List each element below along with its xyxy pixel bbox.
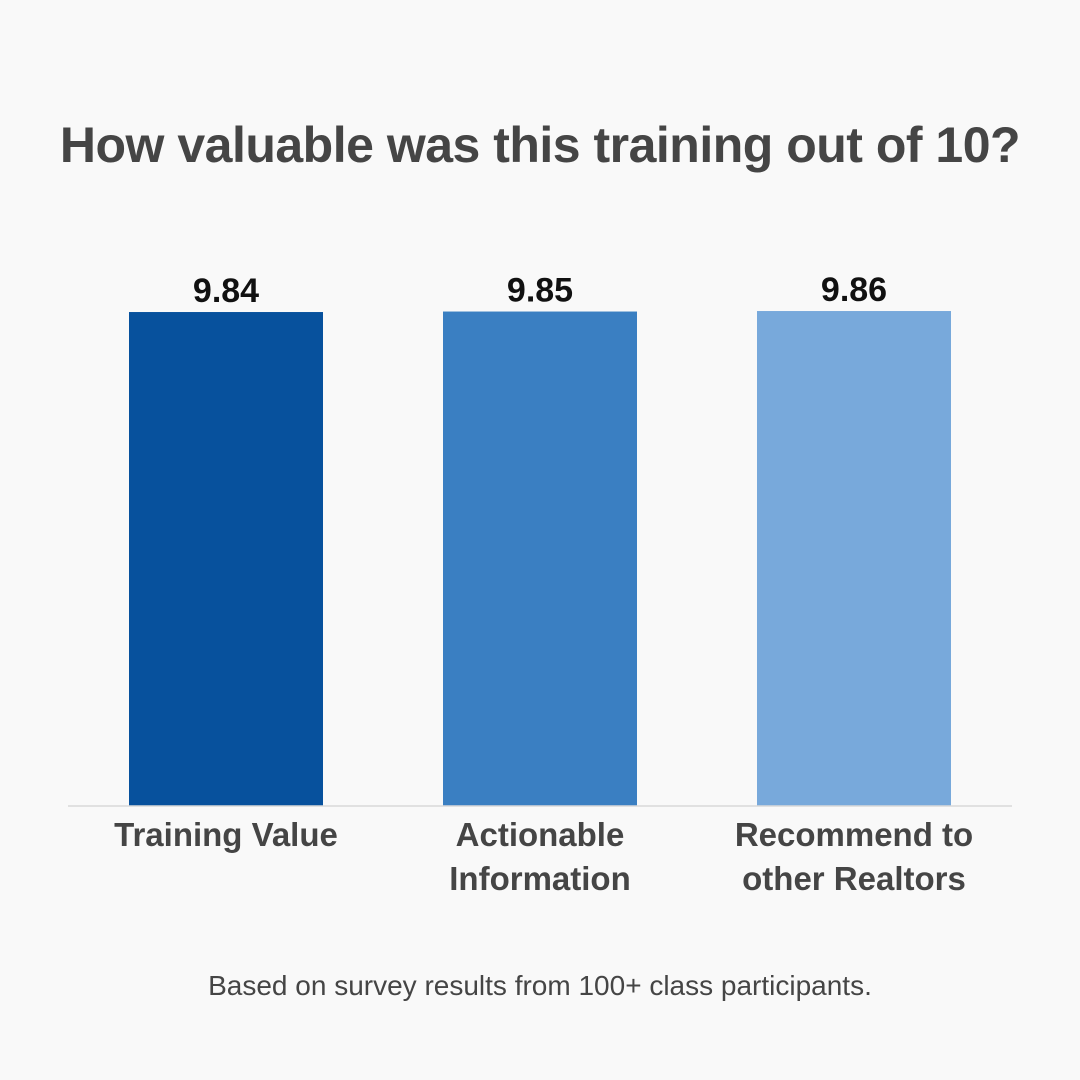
- chart-footnote: Based on survey results from 100+ class …: [208, 970, 872, 1001]
- chart-category-labels: Training Value Actionable Information Recom…: [114, 816, 973, 897]
- chart-data-labels: 9.84 9.85 9.86: [193, 271, 887, 310]
- bar-1: [129, 312, 323, 806]
- data-label-2: 9.85: [507, 272, 573, 310]
- data-label-1: 9.84: [193, 272, 259, 310]
- data-label-3: 9.86: [821, 271, 887, 309]
- category-label-2-line-2: Information: [449, 860, 630, 897]
- bar-2: [443, 311, 637, 806]
- category-label-1-line-1: Training Value: [114, 816, 338, 853]
- category-label-2-line-1: Actionable: [456, 816, 625, 853]
- chart-bars: [129, 311, 951, 806]
- chart-title: How valuable was this training out of 10…: [59, 117, 1021, 173]
- category-label-3-line-2: other Realtors: [742, 860, 966, 897]
- category-label-3-line-1: Recommend to: [735, 816, 973, 853]
- bar-3: [757, 311, 951, 806]
